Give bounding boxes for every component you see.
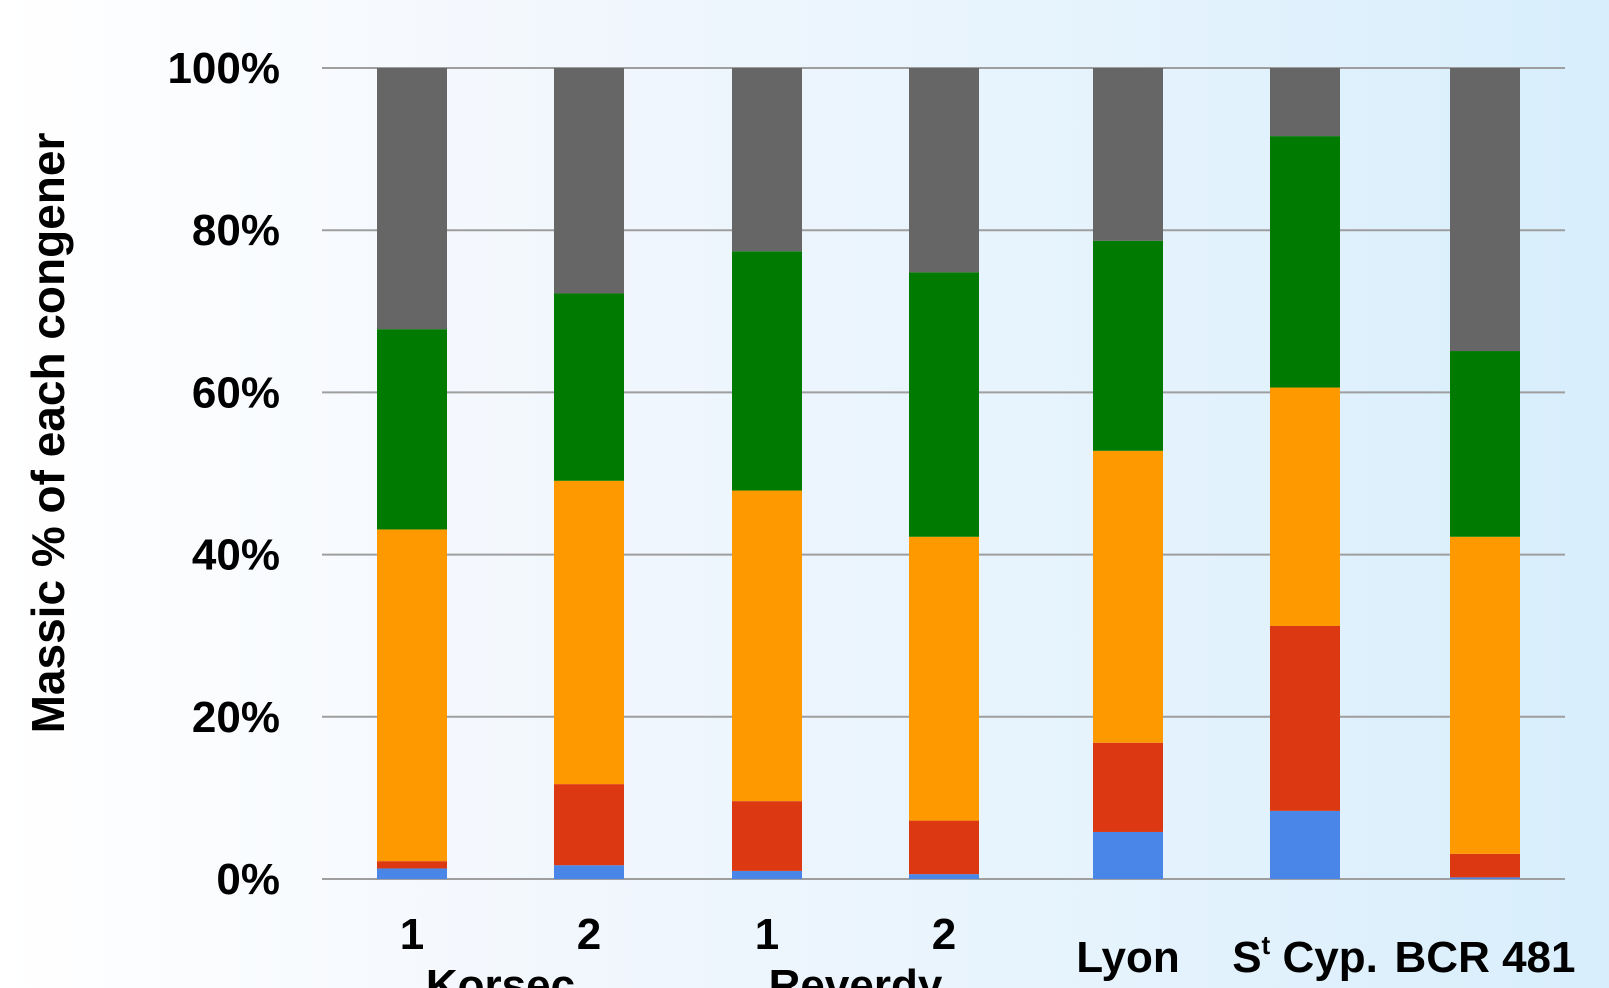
x-tick-label: 1	[400, 910, 424, 959]
bar-segment	[909, 874, 979, 879]
group-label: Korsec	[426, 961, 575, 988]
x-tick-label: Lyon	[1076, 933, 1179, 982]
bar-segment	[732, 801, 802, 871]
bar-segment	[1270, 387, 1340, 626]
bar-segment	[1093, 68, 1163, 241]
y-tick-label: 100%	[167, 44, 280, 93]
bar-segment	[732, 251, 802, 491]
bar-segment	[1270, 68, 1340, 137]
bar-segment	[554, 865, 624, 879]
bar-segment	[909, 820, 979, 875]
bar-segment	[1093, 450, 1163, 743]
bar-segment	[1270, 625, 1340, 811]
bar-segment	[732, 68, 802, 252]
group-label: Reverdy	[769, 961, 943, 988]
x-tick-label: BCR 481	[1395, 933, 1576, 982]
y-tick-label: 80%	[192, 206, 280, 255]
x-tick-label: 1	[755, 910, 779, 959]
bar-segment	[1093, 742, 1163, 832]
bar-segment	[377, 68, 447, 330]
bar-segment	[1093, 240, 1163, 451]
bar-segment	[377, 868, 447, 879]
bar-segment	[909, 68, 979, 273]
bar-segment	[1450, 853, 1520, 878]
y-tick-label: 40%	[192, 531, 280, 580]
y-tick-label: 20%	[192, 693, 280, 742]
bar-segment	[1093, 831, 1163, 879]
bar-segment	[1270, 810, 1340, 879]
bar-segment	[1270, 136, 1340, 388]
bar-segment	[554, 480, 624, 785]
bar-segment	[554, 293, 624, 481]
y-tick-label: 60%	[192, 368, 280, 417]
bar-segment	[909, 536, 979, 821]
bar-segment	[1450, 68, 1520, 352]
bar-segment	[377, 861, 447, 869]
bar-segment	[554, 784, 624, 866]
bar-segment	[732, 870, 802, 879]
bar-segment	[1450, 536, 1520, 854]
bar-segment	[1450, 877, 1520, 879]
y-tick-label: 0%	[216, 855, 280, 904]
x-tick-label: 2	[577, 910, 601, 959]
x-tick-label: 2	[932, 910, 956, 959]
bar-segment	[1450, 351, 1520, 537]
bar-segment	[732, 490, 802, 802]
bar-segment	[377, 329, 447, 530]
bar-segment	[909, 272, 979, 537]
x-tick-label: St Cyp.	[1232, 930, 1378, 982]
bar-segment	[554, 68, 624, 294]
bar-segment	[377, 529, 447, 862]
